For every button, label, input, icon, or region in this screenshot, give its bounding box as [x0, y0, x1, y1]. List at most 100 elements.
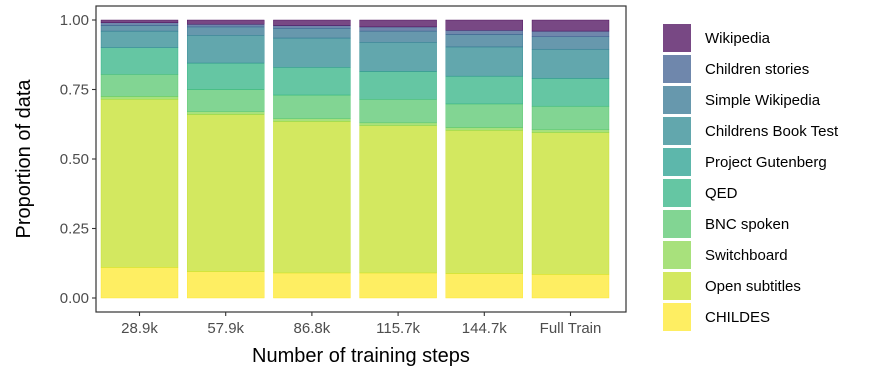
- bar-144-7k-open-subtitles: [445, 130, 523, 274]
- bar-full-train-open-subtitles: [531, 132, 610, 275]
- legend-item-bnc-spoken: BNC spoken: [663, 210, 789, 238]
- bar-full-train-switchboard: [531, 129, 610, 133]
- legend-label: Switchboard: [705, 247, 788, 264]
- legend: Wikipedia Children stories Simple Wikipedi…: [663, 24, 839, 331]
- y-tick-label: 0.50: [60, 151, 89, 168]
- bar-28-9k-wikipedia: [100, 19, 179, 23]
- bar-115-7k-children-stories: [359, 26, 437, 32]
- x-tick-label-full-train: Full Train: [540, 320, 602, 337]
- bar-115-7k-qed: [359, 71, 437, 100]
- y-tick-label: 0.00: [60, 290, 89, 307]
- legend-swatch: [663, 55, 691, 83]
- legend-swatch: [663, 117, 691, 145]
- bar-86-8k-simple-wikipedia: [273, 28, 351, 39]
- x-tick-label-28-9k: 28.9k: [121, 320, 158, 337]
- bar-stack-full-train: [531, 19, 610, 299]
- bar-full-train-qed: [531, 78, 610, 107]
- bar-144-7k-children-stories: [445, 30, 523, 35]
- bar-stack-115-7k: [359, 19, 437, 299]
- bar-115-7k-childrens-book-test: [359, 42, 437, 72]
- legend-label: BNC spoken: [705, 216, 789, 233]
- bar-57-9k-childes: [186, 271, 265, 299]
- y-axis: 0.00 0.25 0.50 0.75 1.00: [60, 12, 96, 307]
- bar-144-7k-bnc-spoken: [445, 103, 523, 128]
- bar-stack-144-7k: [445, 19, 523, 299]
- legend-label: Children stories: [705, 61, 809, 78]
- bar-57-9k-children-stories: [186, 23, 265, 28]
- bar-stack-57-9k: [186, 19, 265, 299]
- bars: [100, 19, 610, 299]
- bar-86-8k-open-subtitles: [273, 121, 351, 274]
- legend-item-switchboard: Switchboard: [663, 241, 788, 269]
- bar-full-train-childes: [531, 274, 610, 299]
- bar-115-7k-wikipedia: [359, 19, 437, 28]
- bar-115-7k-simple-wikipedia: [359, 30, 437, 43]
- x-tick-label-144-7k: 144.7k: [462, 320, 508, 337]
- bar-144-7k-wikipedia: [445, 19, 523, 31]
- bar-86-8k-qed: [273, 67, 351, 96]
- bar-115-7k-bnc-spoken: [359, 99, 437, 124]
- bar-28-9k-children-stories: [100, 22, 179, 26]
- legend-item-childrens-book-test: Childrens Book Test: [663, 117, 839, 145]
- bar-full-train-wikipedia: [531, 19, 610, 32]
- bar-57-9k-bnc-spoken: [186, 89, 265, 112]
- legend-label: Simple Wikipedia: [705, 92, 821, 109]
- bar-28-9k-bnc-spoken: [100, 74, 179, 97]
- x-tick-label-115-7k: 115.7k: [376, 320, 420, 337]
- legend-item-childes: CHILDES: [663, 303, 770, 331]
- legend-swatch: [663, 241, 691, 269]
- bar-86-8k-childrens-book-test: [273, 37, 351, 68]
- bar-full-train-bnc-spoken: [531, 105, 610, 131]
- bar-115-7k-open-subtitles: [359, 125, 437, 274]
- bar-28-9k-qed: [100, 47, 179, 75]
- bar-full-train-childrens-book-test: [531, 48, 610, 79]
- bar-28-9k-open-subtitles: [100, 99, 179, 268]
- legend-swatch: [663, 179, 691, 207]
- bar-144-7k-childrens-book-test: [445, 46, 523, 77]
- bar-28-9k-childes: [100, 267, 179, 299]
- bar-144-7k-switchboard: [445, 127, 523, 131]
- legend-label: Childrens Book Test: [705, 123, 839, 140]
- legend-label: Open subtitles: [705, 278, 801, 295]
- bar-86-8k-switchboard: [273, 118, 351, 122]
- bar-stack-28-9k: [100, 19, 179, 299]
- bar-57-9k-simple-wikipedia: [186, 26, 265, 36]
- legend-label: Project Gutenberg: [705, 154, 827, 171]
- bar-144-7k-childes: [445, 273, 523, 299]
- legend-label: QED: [705, 185, 738, 202]
- bar-86-8k-bnc-spoken: [273, 94, 351, 119]
- legend-swatch: [663, 24, 691, 52]
- x-axis-title: Number of training steps: [252, 345, 470, 367]
- bar-full-train-children-stories: [531, 30, 610, 37]
- bar-144-7k-qed: [445, 75, 523, 105]
- y-tick-label: 0.25: [60, 221, 89, 238]
- y-tick-label: 1.00: [60, 12, 89, 29]
- bar-115-7k-childes: [359, 272, 437, 299]
- bar-57-9k-open-subtitles: [186, 114, 265, 272]
- bar-86-8k-wikipedia: [273, 19, 351, 26]
- legend-swatch: [663, 86, 691, 114]
- legend-swatch: [663, 210, 691, 238]
- legend-item-project-gutenberg: Project Gutenberg: [663, 148, 827, 176]
- y-tick-label: 0.75: [60, 82, 89, 99]
- bar-57-9k-switchboard: [186, 111, 265, 115]
- bar-57-9k-wikipedia: [186, 19, 265, 25]
- y-axis-title: Proportion of data: [13, 79, 35, 239]
- bar-28-9k-switchboard: [100, 96, 179, 100]
- bar-stack-86-8k: [273, 19, 351, 299]
- legend-label: CHILDES: [705, 309, 770, 326]
- bar-28-9k-childrens-book-test: [100, 30, 179, 49]
- bar-86-8k-childes: [273, 272, 351, 299]
- legend-swatch: [663, 272, 691, 300]
- x-axis: 28.9k 57.9k 86.8k 115.7k 144.7k Full Train: [121, 312, 601, 337]
- legend-item-qed: QED: [663, 179, 738, 207]
- bar-144-7k-simple-wikipedia: [445, 34, 523, 48]
- legend-swatch: [663, 303, 691, 331]
- legend-item-children-stories: Children stories: [663, 55, 809, 83]
- legend-item-simple-wikipedia: Simple Wikipedia: [663, 86, 821, 114]
- legend-item-open-subtitles: Open subtitles: [663, 272, 801, 300]
- bar-115-7k-switchboard: [359, 122, 437, 126]
- x-tick-label-86-8k: 86.8k: [294, 320, 331, 337]
- legend-label: Wikipedia: [705, 30, 771, 47]
